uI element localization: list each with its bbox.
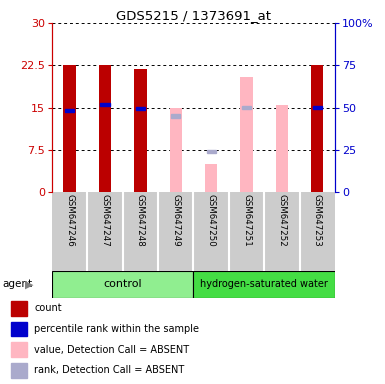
Bar [136,107,145,110]
Bar [206,150,216,153]
Text: rank, Detection Call = ABSENT: rank, Detection Call = ABSENT [34,365,184,375]
Bar [240,76,253,192]
Bar [12,363,27,378]
Bar [313,106,322,109]
Bar [169,108,182,192]
Bar [64,65,76,192]
Bar [12,342,27,357]
Bar [65,109,74,112]
Text: ▶: ▶ [25,279,33,289]
Bar [193,271,335,298]
Bar [12,301,27,316]
Bar [99,65,111,192]
Text: agent: agent [2,279,32,289]
Text: value, Detection Call = ABSENT: value, Detection Call = ABSENT [34,344,189,354]
Text: GSM647246: GSM647246 [65,194,74,247]
Bar [171,114,181,118]
Text: percentile rank within the sample: percentile rank within the sample [34,324,199,334]
Bar [276,105,288,192]
Text: hydrogen-saturated water: hydrogen-saturated water [200,279,328,289]
Text: GSM647252: GSM647252 [277,194,286,247]
Text: GSM647251: GSM647251 [242,194,251,247]
Title: GDS5215 / 1373691_at: GDS5215 / 1373691_at [116,9,271,22]
Bar [205,164,218,192]
Bar [311,65,323,192]
Bar [134,69,147,192]
Text: GSM647248: GSM647248 [136,194,145,247]
Text: GSM647253: GSM647253 [313,194,322,247]
Bar [100,103,110,106]
Text: GSM647249: GSM647249 [171,194,180,247]
Text: GSM647247: GSM647247 [100,194,110,247]
Text: GSM647250: GSM647250 [207,194,216,247]
Bar [52,271,193,298]
Bar [12,321,27,336]
Bar [242,106,251,109]
Text: control: control [104,279,142,289]
Text: count: count [34,303,62,313]
